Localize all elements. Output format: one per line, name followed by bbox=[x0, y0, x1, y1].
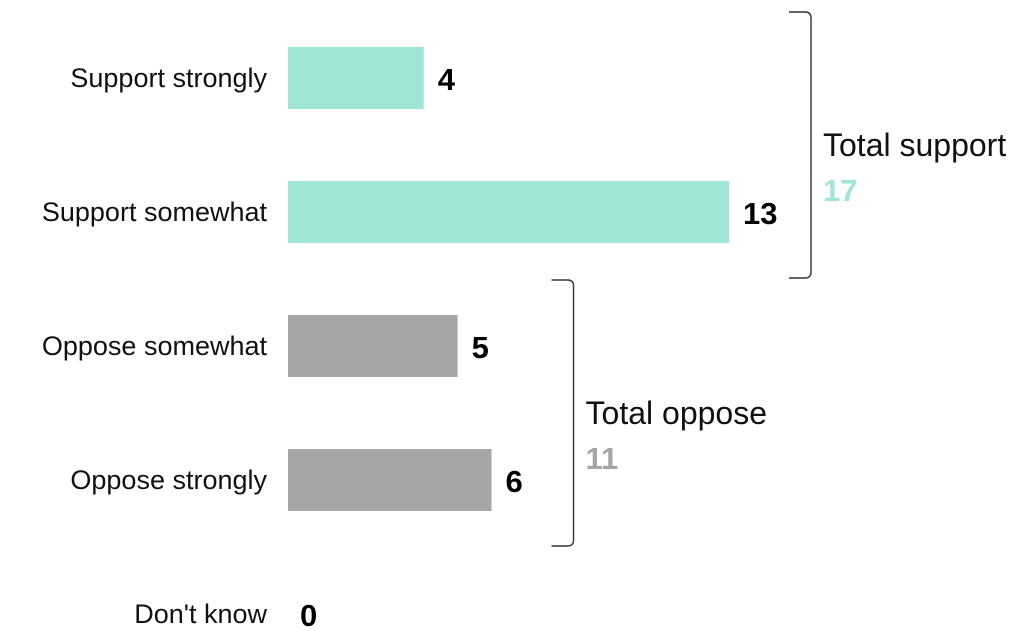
value-label-support-strongly: 4 bbox=[438, 62, 456, 97]
bar-oppose-strongly bbox=[288, 449, 492, 511]
bar-support-strongly bbox=[288, 47, 424, 109]
group-total-total-support: 17 bbox=[823, 173, 857, 208]
bars-layer bbox=[288, 47, 729, 511]
bracket-total-oppose bbox=[551, 279, 575, 547]
category-label-oppose-strongly: Oppose strongly bbox=[70, 465, 267, 495]
group-total-total-oppose: 11 bbox=[586, 441, 619, 476]
category-label-oppose-somewhat: Oppose somewhat bbox=[42, 331, 268, 361]
labels-layer: Support strongly 4 Support somewhat 13 Oppos… bbox=[42, 62, 778, 631]
category-label-don-t-know: Don't know bbox=[134, 599, 267, 629]
group-label-total-support: Total support bbox=[823, 127, 1006, 163]
bar-oppose-somewhat bbox=[288, 315, 458, 377]
value-label-oppose-strongly: 6 bbox=[506, 464, 523, 499]
value-label-oppose-somewhat: 5 bbox=[472, 330, 489, 365]
category-label-support-somewhat: Support somewhat bbox=[42, 197, 268, 227]
bar-support-somewhat bbox=[288, 181, 729, 243]
group-label-total-oppose: Total oppose bbox=[586, 395, 767, 431]
value-label-support-somewhat: 13 bbox=[743, 196, 777, 231]
category-label-support-strongly: Support strongly bbox=[70, 63, 267, 93]
bracket-total-support bbox=[789, 11, 812, 279]
value-label-don-t-know: 0 bbox=[300, 598, 317, 631]
group-brackets-layer: Total support 17 Total oppose 11 bbox=[551, 11, 1006, 547]
